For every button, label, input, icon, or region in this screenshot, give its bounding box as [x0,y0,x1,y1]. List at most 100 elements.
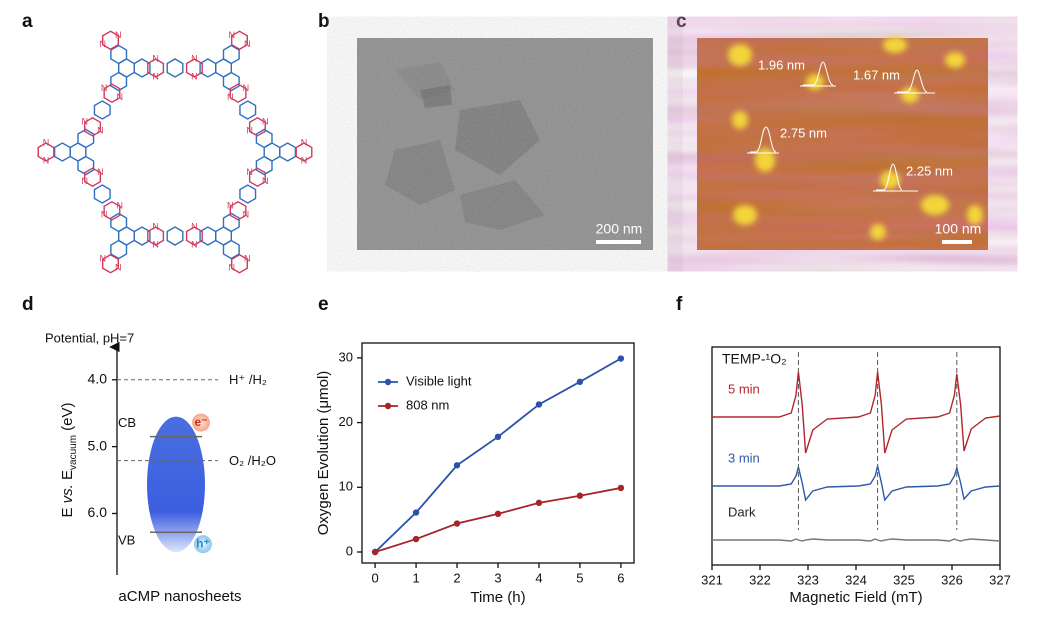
ring [133,226,151,246]
ring [84,116,102,137]
legend-marker [384,378,392,386]
series-line [712,538,1001,542]
atom-label: N [82,176,89,186]
atom-label: N [227,201,234,211]
x-tick-label: 6 [617,570,624,585]
atom-label: N [243,210,250,220]
marker [617,484,625,492]
legend-label: Visible light [406,373,472,388]
ring [93,100,111,120]
label-part: E [59,470,76,484]
ring [103,200,121,221]
caption: aCMP nanosheets [118,588,241,605]
label-part: vacuum [68,435,79,470]
atom-label: N [115,30,122,40]
atom-label: N [116,92,123,102]
height-label: 2.75 nm [780,125,827,140]
ring [229,83,247,104]
ring [229,200,247,221]
ring [110,239,128,260]
marker [535,499,543,507]
atom-label: N [262,117,269,127]
atom-label: N [243,83,250,93]
atom-label: N [115,263,122,273]
y-tick-label: 30 [339,349,353,364]
x-tick-label: 327 [989,572,1011,587]
ring [239,184,257,204]
level-label: H⁺ /H₂ [229,372,267,387]
atom-label: N [228,263,235,273]
ring [77,155,95,176]
series-line [712,465,1001,502]
carrier-label: h⁺ [196,536,210,550]
panel-label: b [318,11,330,32]
atom-label: N [152,239,159,249]
ring [222,212,240,233]
x-axis-label: Time (h) [470,589,525,606]
atom-label: N [152,71,159,81]
x-tick-label: 3 [494,570,501,585]
atom-label: N [191,71,198,81]
ring [166,226,184,246]
scale-bar-label: 100 nm [935,221,982,237]
atom-label: N [262,176,269,186]
atom-label: N [191,239,198,249]
band-label: CB [118,415,136,430]
x-tick-label: 321 [701,572,723,587]
x-tick-label: 2 [453,570,460,585]
ring [77,128,95,149]
atom-label: N [101,83,108,93]
panel-label: e [318,294,329,315]
panel-label: c [676,11,687,32]
y-tick-label: 5.0 [88,437,108,453]
atom-label: N [227,92,234,102]
atom-label: N [99,39,106,49]
ring [255,128,273,149]
marker [412,509,420,516]
legend-label: 808 nm [406,397,449,412]
ring [199,58,217,78]
ring [166,58,184,78]
afm-image: 1.96 nm 1.67 nm 2.75 nm 2.25 nm 100 nm [697,37,988,250]
ring [110,71,128,92]
series-label: 3 min [728,450,760,465]
ring [222,71,240,92]
ring [147,226,165,246]
y-tick-label: 4.0 [88,370,108,386]
ring [248,116,266,137]
atom-label: N [152,221,159,231]
atom-label: N [244,39,251,49]
axis-title: Potential, pH=7 [45,330,134,345]
series-line [374,487,622,553]
atom-label: N [99,254,106,264]
y-tick-label: 20 [339,414,353,429]
marker [576,492,584,499]
tem-image: 200 nm [357,38,653,250]
height-label: 1.67 nm [853,67,900,82]
level-label: O₂ /H₂O [229,453,276,468]
ring [53,142,71,162]
atom-label: N [43,137,50,147]
ring [110,212,128,233]
ring [93,184,111,204]
atom-label: N [191,53,198,63]
atom-label: N [191,221,198,231]
legend-marker [384,402,392,410]
marker [617,355,625,362]
y-axis-label: Oxygen Evolution (μmol) [315,371,332,536]
band-shape [147,416,205,553]
ring [185,226,203,246]
y-tick-label: 0 [346,543,353,558]
atom-label: N [246,167,253,177]
marker [453,520,461,527]
ring [110,44,128,65]
carrier-label: e⁻ [194,415,207,429]
marker [576,378,584,386]
ring [37,142,55,162]
atom-label: N [116,201,123,211]
label-part: (eV) [59,402,76,435]
x-tick-label: 322 [749,572,771,587]
atom-label: N [301,155,308,165]
ring [231,253,248,274]
